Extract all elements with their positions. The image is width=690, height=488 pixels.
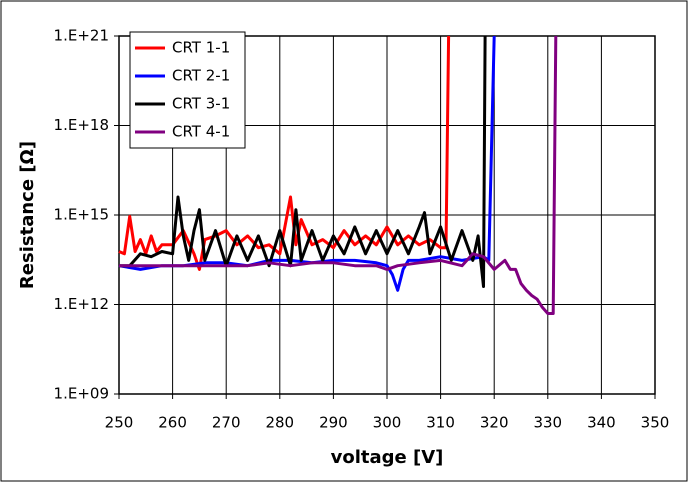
y-tick-label: 1.E+18 bbox=[54, 116, 109, 134]
x-tick-label: 280 bbox=[265, 414, 294, 432]
legend-label: CRT 3-1 bbox=[172, 95, 230, 113]
x-tick-label: 350 bbox=[641, 414, 670, 432]
legend-label: CRT 4-1 bbox=[172, 123, 230, 141]
y-axis-title: Resistance [Ω] bbox=[17, 141, 38, 289]
legend-label: CRT 2-1 bbox=[172, 67, 230, 85]
x-tick-label: 250 bbox=[105, 414, 134, 432]
x-axis-title: voltage [V] bbox=[331, 447, 444, 468]
x-tick-label: 260 bbox=[158, 414, 187, 432]
x-tick-label: 300 bbox=[373, 414, 402, 432]
y-tick-label: 1.E+09 bbox=[54, 385, 109, 403]
series-line bbox=[119, 35, 487, 288]
legend-label: CRT 1-1 bbox=[172, 39, 230, 57]
x-tick-label: 340 bbox=[587, 414, 616, 432]
x-tick-label: 290 bbox=[319, 414, 348, 432]
y-tick-label: 1.E+21 bbox=[54, 27, 109, 45]
x-tick-label: 320 bbox=[480, 414, 509, 432]
y-tick-label: 1.E+12 bbox=[54, 295, 109, 313]
legend-box bbox=[129, 31, 246, 149]
x-tick-label: 270 bbox=[212, 414, 241, 432]
series-line bbox=[119, 35, 558, 315]
x-tick-label: 310 bbox=[426, 414, 455, 432]
series-line bbox=[118, 35, 496, 292]
plot-border bbox=[118, 35, 656, 395]
x-tick-label: 330 bbox=[533, 414, 562, 432]
y-tick-label: 1.E+15 bbox=[54, 206, 109, 224]
